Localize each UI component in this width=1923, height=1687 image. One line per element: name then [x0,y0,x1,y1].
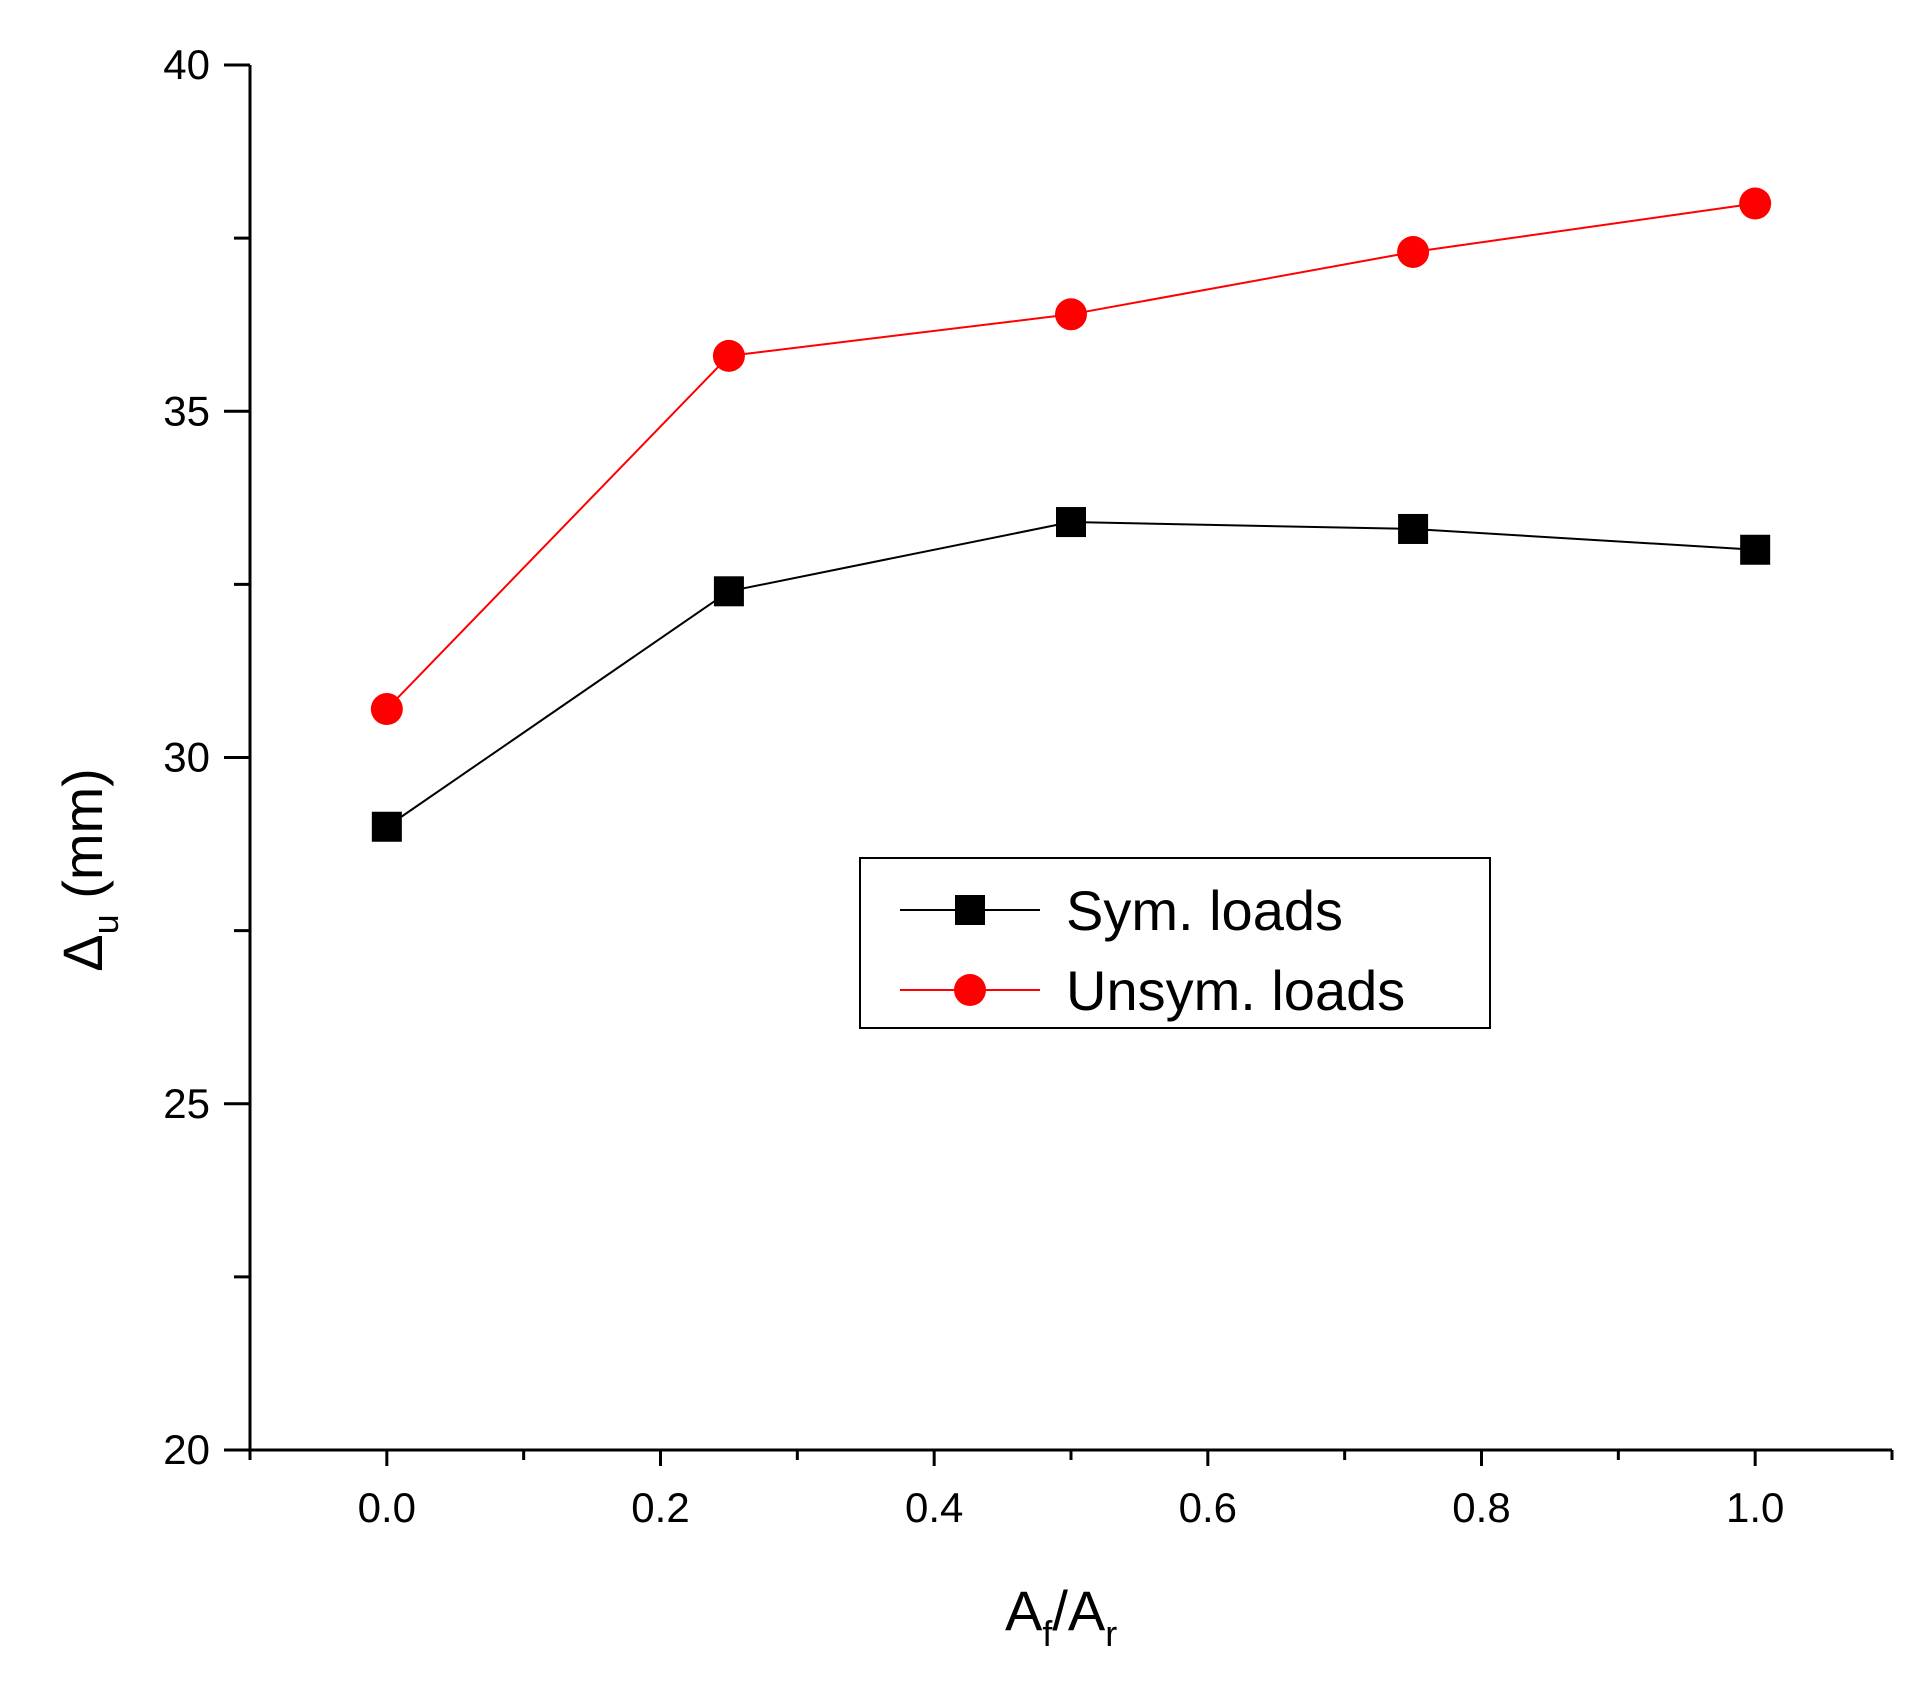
data-point [1397,235,1430,268]
legend-label-sym: Sym. loads [1066,879,1343,942]
series-line-1 [386,202,1756,710]
y-axis-title: Δu (mm) [51,768,126,972]
x-axis-title-sub2: r [1105,1613,1117,1654]
x-tick-label: 0.8 [1452,1484,1510,1531]
data-point [712,339,745,372]
x-axis-title: Af/Ar [1005,1579,1117,1654]
x-tick-label: 1.0 [1726,1484,1784,1531]
legend-marker-sym [955,895,985,925]
data-point [370,693,403,726]
series-layer [370,187,1772,842]
legend: Sym. loads Unsym. loads [859,857,1491,1029]
y-axis-ticks: 20 25 30 35 40 [163,41,250,1473]
data-point [1740,534,1771,565]
y-axis-title-sub: u [85,914,126,934]
x-axis-title-slash: /A [1052,1579,1106,1642]
x-axis-title-sub1: f [1042,1613,1053,1654]
x-tick-label: 0.0 [358,1484,416,1531]
y-tick-label: 35 [163,387,210,434]
x-tick-label: 0.4 [905,1484,963,1531]
data-point [1739,187,1772,220]
y-axis-title-rest: (mm) [51,768,114,914]
data-point [371,811,402,842]
x-axis-title-main: A [1005,1579,1043,1642]
data-point [713,576,744,607]
y-axis-title-main: Δ [51,934,114,971]
data-point [1056,507,1086,538]
series-line-0 [386,521,1756,828]
legend-marker-unsym [954,974,986,1006]
axes [248,65,1892,1452]
y-tick-label: 25 [163,1080,210,1127]
y-tick-label: 30 [163,734,210,781]
x-tick-label: 0.2 [631,1484,689,1531]
x-tick-label: 0.6 [1179,1484,1237,1531]
data-point [1055,298,1087,331]
legend-label-unsym: Unsym. loads [1066,959,1405,1022]
y-tick-label: 40 [163,41,210,88]
x-axis-ticks: 0.0 0.2 0.4 0.6 0.8 1.0 [248,1450,1894,1531]
data-point [1398,513,1429,544]
y-tick-label: 20 [163,1426,210,1473]
